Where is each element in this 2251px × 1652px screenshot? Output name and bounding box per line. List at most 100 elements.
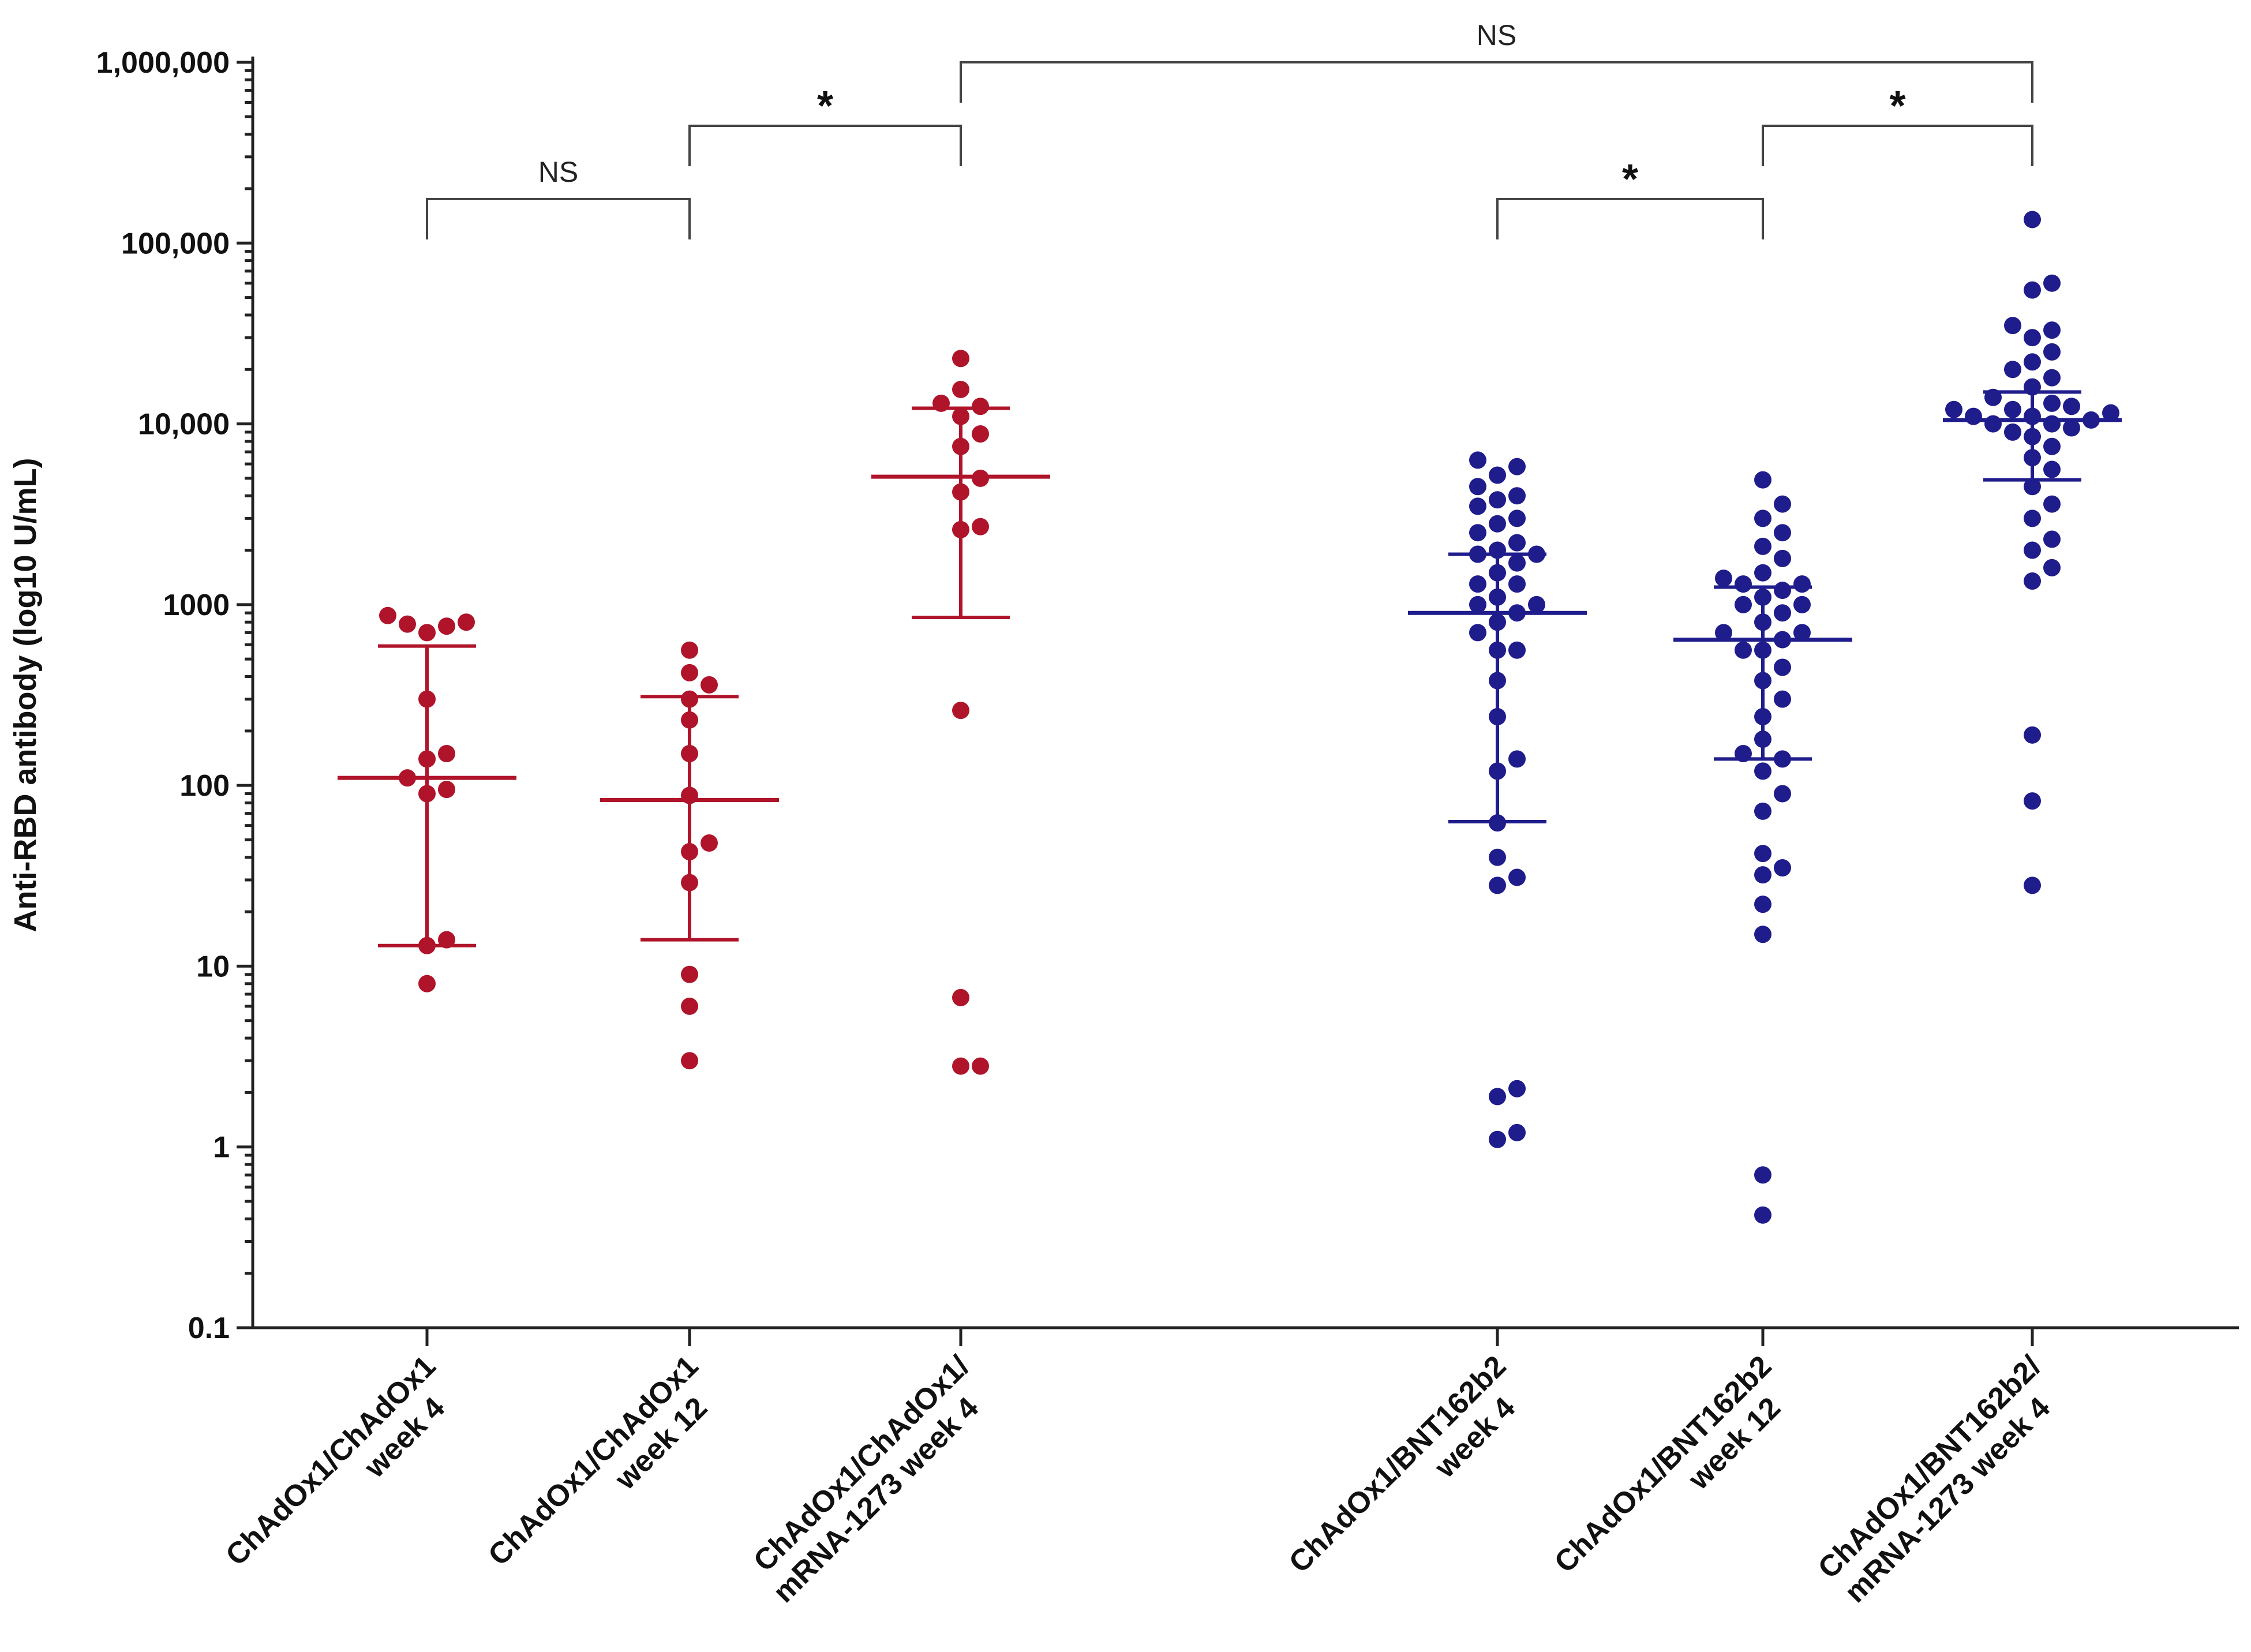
data-point (1508, 534, 1526, 552)
data-point (2063, 398, 2080, 415)
data-point (2043, 437, 2061, 455)
data-point (972, 425, 989, 443)
category-label: ChAdOx1/ChAdOx1week 12 (482, 1349, 730, 1597)
data-point (1489, 876, 1506, 894)
category-label: ChAdOx1/ChAdOx1week 4 (219, 1349, 467, 1597)
data-point (972, 1057, 989, 1075)
data-point (438, 617, 455, 635)
category-label-line: ChAdOx1/BNT162b2/ (1812, 1349, 2048, 1585)
data-point (1489, 491, 1506, 509)
data-point (1984, 415, 2002, 433)
data-points (379, 211, 2119, 1224)
y-tick-label: 10,000 (138, 408, 230, 441)
data-point (1774, 785, 1791, 803)
data-point (1508, 750, 1526, 768)
data-point (952, 350, 969, 368)
data-point (681, 1052, 698, 1070)
significance-bracket (426, 198, 691, 239)
data-point (952, 702, 969, 720)
data-point (1754, 896, 1771, 913)
category-label-line: ChAdOx1/BNT162b2 (1283, 1349, 1513, 1579)
data-point (1508, 1080, 1526, 1097)
data-point (1754, 510, 1771, 527)
data-point (1754, 802, 1771, 820)
data-point (418, 624, 436, 642)
data-point (1754, 1166, 1771, 1184)
data-point (1735, 575, 1752, 593)
significance-bracket (1496, 198, 1764, 239)
data-point (1754, 762, 1771, 780)
data-point (2043, 343, 2061, 361)
data-point (1469, 524, 1486, 542)
data-point (952, 380, 969, 398)
data-point (1774, 524, 1791, 542)
data-point (1469, 478, 1486, 496)
data-point (438, 744, 455, 762)
data-point (1774, 690, 1791, 708)
data-point (2043, 559, 2061, 576)
data-point (1489, 848, 1506, 866)
data-point (1715, 570, 1732, 587)
significance-label: * (1889, 83, 1905, 129)
data-point (1774, 549, 1791, 567)
data-point (1754, 471, 1771, 489)
significance-label: * (1622, 156, 1638, 203)
data-point (2063, 419, 2080, 437)
data-point (1508, 1123, 1526, 1141)
y-tick-label: 10 (196, 950, 230, 983)
y-tick-label: 1,000,000 (96, 46, 230, 80)
data-point (1735, 595, 1752, 613)
data-point (2024, 792, 2041, 810)
data-point (1754, 866, 1771, 884)
data-point (379, 606, 396, 624)
data-point (2043, 495, 2061, 513)
y-tick-label: 1000 (163, 589, 230, 622)
data-point (952, 1057, 969, 1075)
data-point (458, 613, 475, 631)
data-point (1754, 537, 1771, 555)
data-point (2024, 541, 2041, 559)
data-point (1774, 582, 1791, 600)
category-label: ChAdOx1/BNT162b2/mRNA-1273 week 4 (1812, 1349, 2073, 1610)
data-point (952, 988, 969, 1006)
significance-bracket (1762, 125, 2033, 166)
data-point (1469, 624, 1486, 642)
data-point (1774, 859, 1791, 876)
data-point (2024, 876, 2041, 894)
y-tick-label: 0.1 (188, 1312, 230, 1345)
category-label: ChAdOx1/BNT162b2week 4 (1283, 1349, 1538, 1604)
data-point (1774, 495, 1791, 513)
data-point (1528, 595, 1545, 613)
median-iqr-bars (338, 390, 2122, 947)
significance-brackets: NS * NS * * (426, 19, 2033, 239)
significance-bracket (688, 125, 962, 166)
data-point (2024, 572, 2041, 590)
data-point (1508, 510, 1526, 527)
data-point (438, 781, 455, 799)
data-point (1793, 624, 1811, 642)
data-point (1508, 487, 1526, 505)
data-point (1965, 407, 1982, 425)
data-point (2043, 274, 2061, 292)
category-label-line: ChAdOx1/ChAdOx1 (219, 1349, 442, 1572)
y-tick-label: 100,000 (121, 227, 230, 260)
data-point (2004, 423, 2021, 441)
data-point (1508, 868, 1526, 886)
category-label-line: ChAdOx1/ChAdOx1/ (747, 1349, 976, 1578)
data-point (1754, 564, 1771, 582)
data-point (2024, 510, 2041, 527)
significance-label: NS (1477, 19, 1516, 51)
data-point (1508, 458, 1526, 475)
data-point (1508, 575, 1526, 593)
data-point (1735, 641, 1752, 659)
data-point (1469, 497, 1486, 515)
data-point (2043, 394, 2061, 412)
data-point (2043, 530, 2061, 548)
axes: 0.1 1 10 100 1000 10,000 100,000 1,000,000 Anti-… (8, 46, 2239, 1346)
category-label: ChAdOx1/ChAdOx1/mRNA-1273 week 4 (741, 1349, 1001, 1609)
data-point (681, 664, 698, 681)
data-point (1945, 400, 1962, 418)
data-point (2043, 460, 2061, 478)
category-label: ChAdOx1/BNT162b2week 12 (1548, 1349, 1803, 1604)
